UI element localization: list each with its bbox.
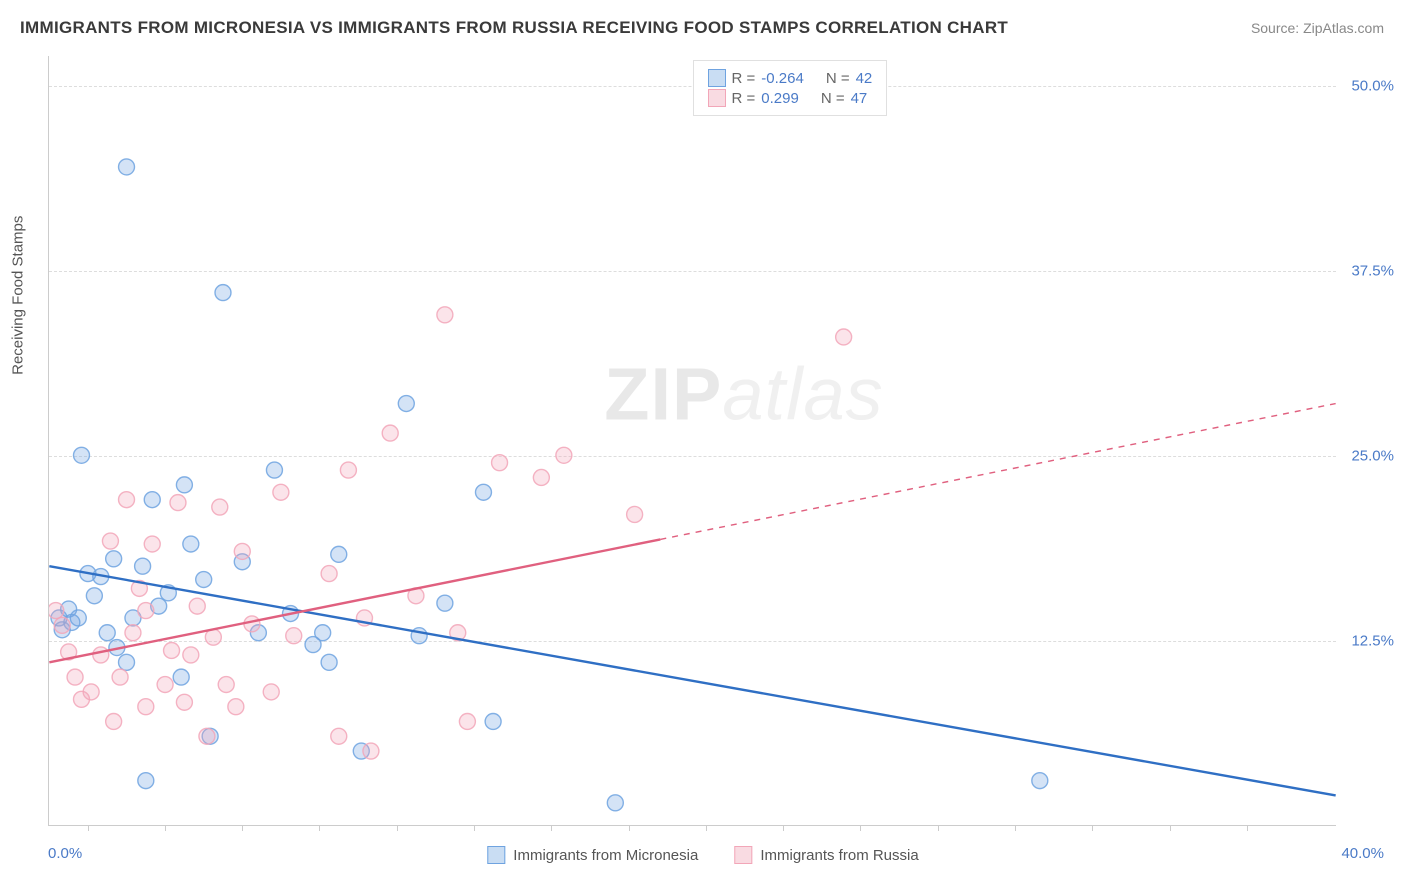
y-tick-label: 37.5% xyxy=(1342,262,1394,279)
x-tick-mark xyxy=(1015,825,1016,831)
legend-swatch-icon xyxy=(734,846,752,864)
legend-item: Immigrants from Micronesia xyxy=(487,846,698,864)
legend-stats-row: R = 0.299 N = 47 xyxy=(708,89,873,107)
x-tick-mark xyxy=(88,825,89,831)
y-axis-label: Receiving Food Stamps xyxy=(10,216,27,375)
n-value: 47 xyxy=(851,90,868,107)
legend-swatch-icon xyxy=(708,89,726,107)
legend-swatch-icon xyxy=(487,846,505,864)
x-tick-mark xyxy=(1170,825,1171,831)
legend-label: Immigrants from Russia xyxy=(760,847,918,864)
legend-item: Immigrants from Russia xyxy=(734,846,918,864)
chart-source: Source: ZipAtlas.com xyxy=(1251,20,1384,36)
x-tick-first: 0.0% xyxy=(48,845,82,862)
x-tick-mark xyxy=(165,825,166,831)
x-tick-mark xyxy=(1247,825,1248,831)
r-label: R = xyxy=(732,90,756,107)
r-label: R = xyxy=(732,70,756,87)
chart-title: IMMIGRANTS FROM MICRONESIA VS IMMIGRANTS… xyxy=(20,18,1008,38)
x-tick-mark xyxy=(783,825,784,831)
x-tick-mark xyxy=(706,825,707,831)
r-value: -0.264 xyxy=(761,70,804,87)
y-tick-label: 25.0% xyxy=(1342,447,1394,464)
x-tick-mark xyxy=(938,825,939,831)
x-tick-mark xyxy=(860,825,861,831)
n-label: N = xyxy=(826,70,850,87)
x-tick-mark xyxy=(629,825,630,831)
plot-area: ZIPatlas R = -0.264 N = 42 R = 0.299 N =… xyxy=(48,56,1336,826)
trend-line xyxy=(49,566,1335,795)
y-tick-label: 12.5% xyxy=(1342,632,1394,649)
x-tick-mark xyxy=(551,825,552,831)
legend-series: Immigrants from Micronesia Immigrants fr… xyxy=(487,846,918,864)
n-label: N = xyxy=(821,90,845,107)
x-tick-mark xyxy=(1092,825,1093,831)
x-tick-mark xyxy=(474,825,475,831)
y-tick-label: 50.0% xyxy=(1342,77,1394,94)
x-tick-mark xyxy=(242,825,243,831)
legend-stats-row: R = -0.264 N = 42 xyxy=(708,69,873,87)
legend-stats: R = -0.264 N = 42 R = 0.299 N = 47 xyxy=(693,60,888,116)
trend-line-extrapolated xyxy=(660,404,1335,540)
legend-label: Immigrants from Micronesia xyxy=(513,847,698,864)
trend-line xyxy=(49,539,660,662)
trend-layer xyxy=(49,56,1336,825)
x-tick-mark xyxy=(397,825,398,831)
x-tick-mark xyxy=(319,825,320,831)
x-tick-last: 40.0% xyxy=(1341,845,1384,862)
n-value: 42 xyxy=(856,70,873,87)
legend-swatch-icon xyxy=(708,69,726,87)
r-value: 0.299 xyxy=(761,90,799,107)
